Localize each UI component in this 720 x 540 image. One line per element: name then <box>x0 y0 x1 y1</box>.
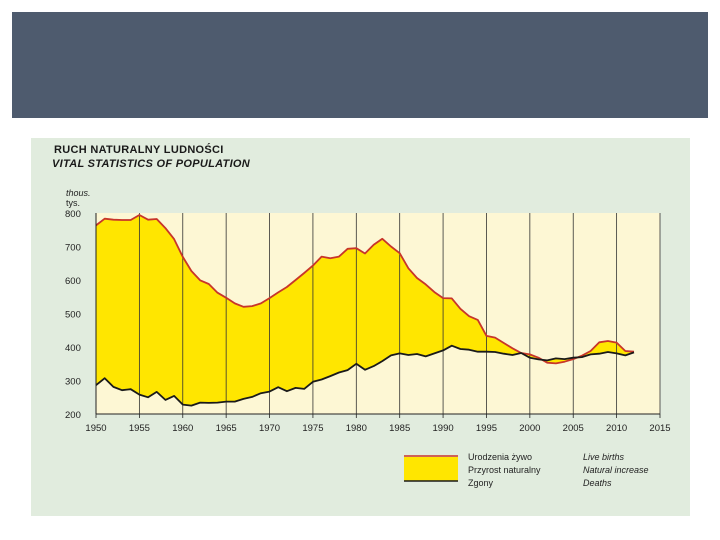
y-tick-label-600: 600 <box>65 276 81 287</box>
series-line-live-births <box>95 214 635 365</box>
y-tick-label-400: 400 <box>65 343 81 354</box>
x-tick-label-1980: 1980 <box>346 423 367 434</box>
legend-label-increase-pl: Przyrost naturalny <box>468 465 541 475</box>
chart-title-polish: RUCH NATURALNY LUDNOŚCI <box>54 144 224 156</box>
legend-swatches <box>404 455 458 482</box>
chart-title-english: VITAL STATISTICS OF POPULATION <box>52 158 251 170</box>
series-line-deaths <box>95 344 635 407</box>
natural-increase-fill-layer <box>96 215 634 406</box>
y-unit-label-english: thous. <box>66 188 91 198</box>
series-line-layer <box>95 214 635 407</box>
x-tick-label-1950: 1950 <box>85 423 106 434</box>
axis-layer: 1950 1955 1960 1965 1970 1975 1980 1985 1990 1995… <box>65 209 671 434</box>
x-tick-label-2010: 2010 <box>606 423 627 434</box>
x-tick-label-1975: 1975 <box>302 423 323 434</box>
natural-increase-area <box>96 215 634 406</box>
legend-label-deaths-en: Deaths <box>583 478 612 488</box>
legend-label-increase-en: Natural increase <box>583 465 649 475</box>
x-tick-label-1955: 1955 <box>129 423 150 434</box>
y-tick-label-800: 800 <box>65 209 81 220</box>
y-tick-label-500: 500 <box>65 310 81 321</box>
x-tick-label-1965: 1965 <box>216 423 237 434</box>
x-tick-label-1970: 1970 <box>259 423 280 434</box>
x-tick-label-1995: 1995 <box>476 423 497 434</box>
y-unit-label-polish: tys. <box>66 198 81 208</box>
x-tick-label-2000: 2000 <box>519 423 540 434</box>
header-band <box>12 12 708 118</box>
y-tick-label-300: 300 <box>65 377 81 388</box>
x-tick-label-2015: 2015 <box>649 423 670 434</box>
y-tick-label-200: 200 <box>65 410 81 421</box>
x-tick-label-2005: 2005 <box>563 423 584 434</box>
x-tick-label-1985: 1985 <box>389 423 410 434</box>
y-tick-label-700: 700 <box>65 243 81 254</box>
x-tick-label-1990: 1990 <box>433 423 454 434</box>
legend-label-births-pl: Urodzenia żywo <box>468 452 533 462</box>
legend-label-births-en: Live births <box>583 452 625 462</box>
legend-label-deaths-pl: Zgony <box>468 478 494 488</box>
legend-swatch-increase <box>404 457 458 481</box>
x-tick-label-1960: 1960 <box>172 423 193 434</box>
